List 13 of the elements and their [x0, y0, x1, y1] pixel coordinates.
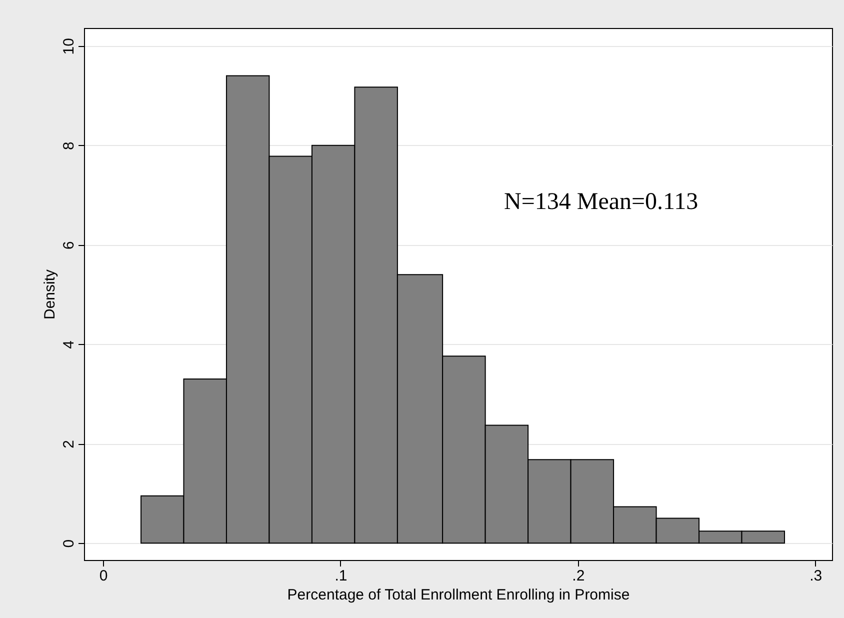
x-axis-title: Percentage of Total Enrollment Enrolling in Promise	[287, 586, 630, 604]
y-tick-label: 6	[60, 241, 78, 250]
y-tick-label: 8	[60, 142, 78, 150]
y-axis-title: Density	[42, 269, 58, 320]
y-tick-label: 10	[60, 38, 78, 55]
y-tick-label: 0	[60, 539, 78, 548]
y-tick-label: 2	[60, 440, 78, 448]
x-tick-label: .2	[572, 568, 585, 584]
annotation: N=134 Mean=0.113	[504, 189, 698, 215]
x-tick-label: 0	[99, 568, 108, 584]
y-tick-label: 4	[60, 340, 78, 349]
x-tick-label: .3	[810, 568, 822, 584]
x-tick-label: .1	[334, 568, 348, 584]
